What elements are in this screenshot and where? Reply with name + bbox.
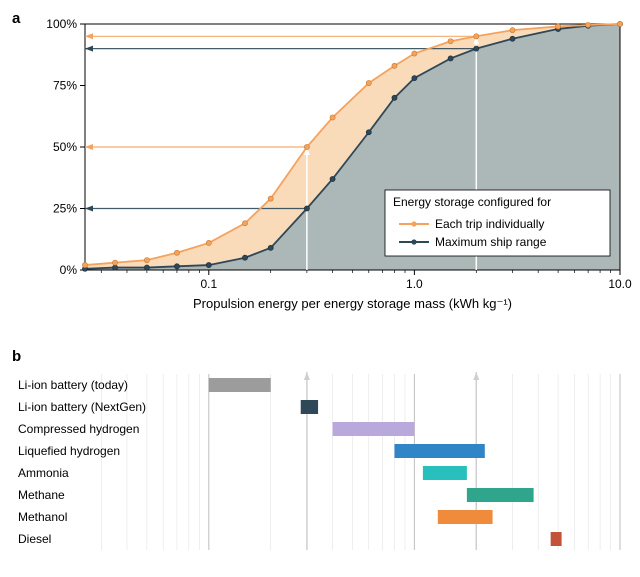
arrowhead-icon [85, 46, 93, 52]
panel-a-chart: 0% 25% 50% 75% 100% 0.1 1.0 10.0 Propulsion ener… [0, 0, 640, 320]
series-marker-max-range [144, 265, 149, 270]
legend-item-label: Each trip individually [435, 217, 544, 231]
series-marker-each-trip [412, 51, 417, 56]
x-tick-label: 10.0 [608, 277, 632, 291]
range-bar [438, 510, 493, 524]
series-marker-each-trip [174, 250, 179, 255]
arrowhead-icon [473, 372, 479, 380]
range-bar [551, 532, 562, 546]
series-marker-max-range [412, 76, 417, 81]
series-marker-max-range [392, 95, 397, 100]
series-marker-max-range [304, 206, 309, 211]
series-marker-each-trip [617, 21, 622, 26]
y-tick-label: 75% [53, 79, 77, 93]
range-bar [423, 466, 467, 480]
legend-marker-icon [411, 239, 416, 244]
arrowhead-icon [304, 372, 310, 380]
series-marker-each-trip [474, 34, 479, 39]
series-marker-each-trip [510, 28, 515, 33]
series-marker-each-trip [144, 258, 149, 263]
series-marker-each-trip [82, 262, 87, 267]
range-bar [467, 488, 534, 502]
series-marker-each-trip [330, 115, 335, 120]
y-tick-label: 100% [46, 17, 77, 31]
series-marker-max-range [174, 264, 179, 269]
series-marker-max-range [366, 130, 371, 135]
series-marker-max-range [242, 255, 247, 260]
series-marker-each-trip [242, 221, 247, 226]
legend-marker-icon [411, 221, 416, 226]
panel-b-label: b [12, 348, 21, 365]
series-marker-each-trip [586, 22, 591, 27]
legend-title: Energy storage configured for [393, 195, 551, 209]
series-marker-each-trip [112, 260, 117, 265]
category-label: Ammonia [18, 466, 69, 480]
category-label: Liquefied hydrogen [18, 444, 120, 458]
category-label: Methane [18, 488, 65, 502]
series-marker-max-range [448, 56, 453, 61]
legend-item-label: Maximum ship range [435, 235, 547, 249]
x-tick-label: 1.0 [406, 277, 423, 291]
series-marker-each-trip [448, 39, 453, 44]
range-bar [301, 400, 318, 414]
series-marker-max-range [268, 245, 273, 250]
category-label: Compressed hydrogen [18, 422, 139, 436]
range-bar [333, 422, 415, 436]
series-marker-each-trip [304, 144, 309, 149]
series-marker-each-trip [392, 63, 397, 68]
x-axis-title: Propulsion energy per energy storage mas… [193, 296, 512, 311]
y-tick-label: 50% [53, 140, 77, 154]
category-label: Diesel [18, 532, 51, 546]
x-tick-label: 0.1 [200, 277, 217, 291]
y-tick-label: 0% [60, 263, 78, 277]
category-label: Methanol [18, 510, 67, 524]
series-marker-max-range [330, 176, 335, 181]
series-marker-max-range [474, 46, 479, 51]
range-bar [394, 444, 484, 458]
series-marker-max-range [112, 265, 117, 270]
series-marker-each-trip [206, 240, 211, 245]
series-marker-each-trip [366, 80, 371, 85]
panel-b-chart: Li-ion battery (today) Li-ion battery (Ne… [0, 370, 640, 570]
series-marker-max-range [510, 36, 515, 41]
category-label: Li-ion battery (NextGen) [18, 400, 146, 414]
arrowhead-icon [85, 33, 93, 39]
category-label: Li-ion battery (today) [18, 378, 128, 392]
arrowhead-icon [85, 206, 93, 212]
range-bar [209, 378, 271, 392]
series-marker-each-trip [556, 24, 561, 29]
series-marker-max-range [206, 262, 211, 267]
arrowhead-icon [85, 144, 93, 150]
series-marker-each-trip [268, 196, 273, 201]
y-tick-label: 25% [53, 202, 77, 216]
